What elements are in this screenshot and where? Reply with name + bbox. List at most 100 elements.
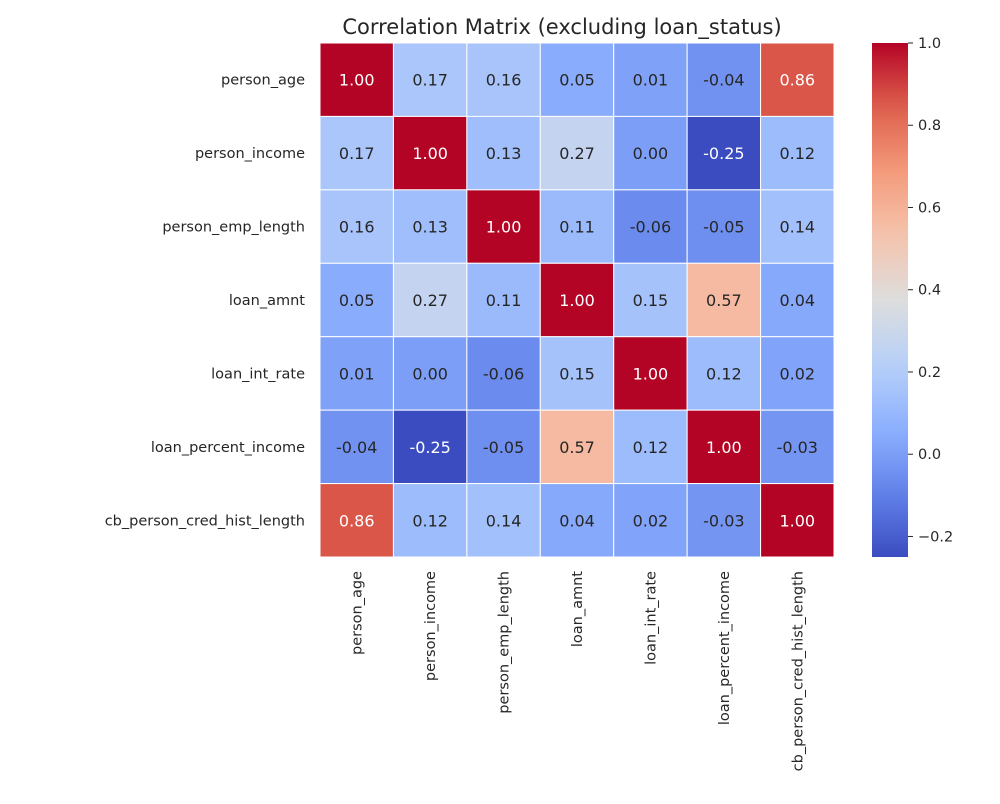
heatmap-cell — [466, 115, 541, 191]
heatmap-cell — [539, 483, 615, 558]
cell-value-label: 1.00 — [706, 438, 742, 457]
cell-value-label: -0.04 — [703, 71, 744, 90]
heatmap-cell — [539, 42, 615, 117]
cell-value-label: 1.00 — [559, 291, 595, 310]
heatmap-cell — [392, 409, 468, 485]
cell-value-label: 0.17 — [412, 71, 448, 90]
heatmap-cell — [319, 336, 394, 411]
heatmap-cell — [539, 409, 615, 485]
cell-value-label: -0.05 — [703, 218, 744, 237]
cell-value-label: 0.12 — [633, 438, 669, 457]
heatmap-cell — [760, 409, 835, 485]
cell-value-label: -0.06 — [483, 364, 524, 383]
colorbar-tick-label: 0.8 — [918, 118, 941, 134]
cell-value-label: 0.14 — [486, 511, 522, 530]
cell-value-label: 0.16 — [486, 71, 522, 90]
heatmap-cell — [319, 409, 394, 485]
heatmap-cell — [319, 262, 394, 338]
heatmap-cell — [686, 115, 762, 191]
cell-value-label: 0.15 — [633, 291, 669, 310]
heatmap-cell — [466, 189, 541, 264]
heatmap-cell — [760, 189, 835, 264]
heatmap-cell — [613, 409, 688, 485]
column-label: loan_percent_income — [717, 571, 733, 725]
colorbar-tick-label: 0.4 — [918, 283, 941, 299]
heatmap-cell — [686, 483, 762, 558]
row-label: person_age — [221, 73, 305, 89]
cell-value-label: 0.27 — [412, 291, 448, 310]
colorbar-tick-label: 0.6 — [918, 200, 941, 216]
cell-value-label: 0.02 — [779, 364, 815, 383]
cell-value-label: 1.00 — [339, 71, 375, 90]
cell-value-label: 0.12 — [412, 511, 448, 530]
cell-value-label: 0.17 — [339, 144, 375, 163]
cell-value-label: -0.03 — [777, 438, 818, 457]
row-labels: person_age person_income person_emp_length… — [105, 73, 306, 530]
cell-value-label: 0.00 — [412, 364, 448, 383]
heatmap-cell — [760, 262, 835, 338]
cell-value-label: 0.13 — [412, 218, 448, 237]
heatmap-cell — [539, 262, 615, 338]
cell-value-label: -0.25 — [703, 144, 744, 163]
cell-value-label: 0.86 — [339, 511, 375, 530]
heatmap-cell — [466, 336, 541, 411]
row-label: loan_percent_income — [151, 440, 305, 456]
cell-value-label: 1.00 — [779, 511, 815, 530]
column-labels: person_age person_income person_emp_length… — [350, 571, 807, 772]
cell-value-label: -0.06 — [630, 218, 671, 237]
heatmap-cell — [466, 409, 541, 485]
heatmap-cell — [466, 42, 541, 117]
heatmap-cell — [539, 189, 615, 264]
column-label: person_emp_length — [497, 571, 513, 714]
cell-value-label: 0.16 — [339, 218, 375, 237]
column-label: person_age — [350, 571, 366, 655]
cell-value-label: -0.05 — [483, 438, 524, 457]
heatmap-cell — [319, 115, 394, 191]
cell-value-label: 0.04 — [559, 511, 595, 530]
cell-value-label: 0.12 — [779, 144, 815, 163]
heatmap-cells: 1.00 0.17 0.16 0.05 0.01 -0.04 0.86 0.17 1.00 0.1… — [319, 42, 835, 558]
heatmap-cell — [392, 189, 468, 264]
cell-value-label: 0.05 — [339, 291, 375, 310]
row-label: loan_int_rate — [211, 366, 305, 382]
cell-value-label: 0.15 — [559, 364, 595, 383]
heatmap-cell — [613, 189, 688, 264]
cell-value-label: 0.05 — [559, 71, 595, 90]
cell-value-label: 0.14 — [779, 218, 815, 237]
heatmap-cell — [392, 262, 468, 338]
row-label: cb_person_cred_hist_length — [105, 513, 305, 529]
cell-value-label: 0.12 — [706, 364, 742, 383]
row-label: person_income — [195, 146, 305, 162]
cell-value-label: 0.01 — [339, 364, 375, 383]
cell-value-label: 0.11 — [559, 218, 595, 237]
heatmap-cell — [686, 262, 762, 338]
cell-value-label: 1.00 — [486, 218, 522, 237]
cell-value-label: 0.04 — [779, 291, 815, 310]
column-label: cb_person_cred_hist_length — [790, 571, 806, 771]
cell-value-label: -0.04 — [336, 438, 377, 457]
heatmap-cell — [686, 42, 762, 117]
heatmap-cell — [760, 483, 835, 558]
column-label: loan_int_rate — [643, 571, 659, 665]
heatmap-cell — [760, 336, 835, 411]
heatmap-cell — [613, 42, 688, 117]
cell-value-label: -0.25 — [409, 438, 450, 457]
column-label: person_income — [423, 571, 439, 681]
heatmap-cell — [613, 115, 688, 191]
colorbar-tick-label: 0.0 — [918, 447, 941, 463]
cell-value-label: 0.86 — [779, 71, 815, 90]
heatmap-cell — [760, 115, 835, 191]
heatmap-cell — [466, 483, 541, 558]
cell-value-label: 0.01 — [633, 71, 669, 90]
cell-value-label: 0.13 — [486, 144, 522, 163]
row-label: person_emp_length — [162, 220, 305, 236]
colorbar-tick-label: −0.2 — [918, 529, 953, 545]
cell-value-label: 0.27 — [559, 144, 595, 163]
colorbar: −0.2 0.0 0.2 0.4 0.6 0.8 1.0 — [872, 36, 953, 558]
cell-value-label: 1.00 — [633, 364, 669, 383]
cell-value-label: 1.00 — [412, 144, 448, 163]
column-label: loan_amnt — [570, 571, 586, 647]
heatmap-cell — [686, 189, 762, 264]
